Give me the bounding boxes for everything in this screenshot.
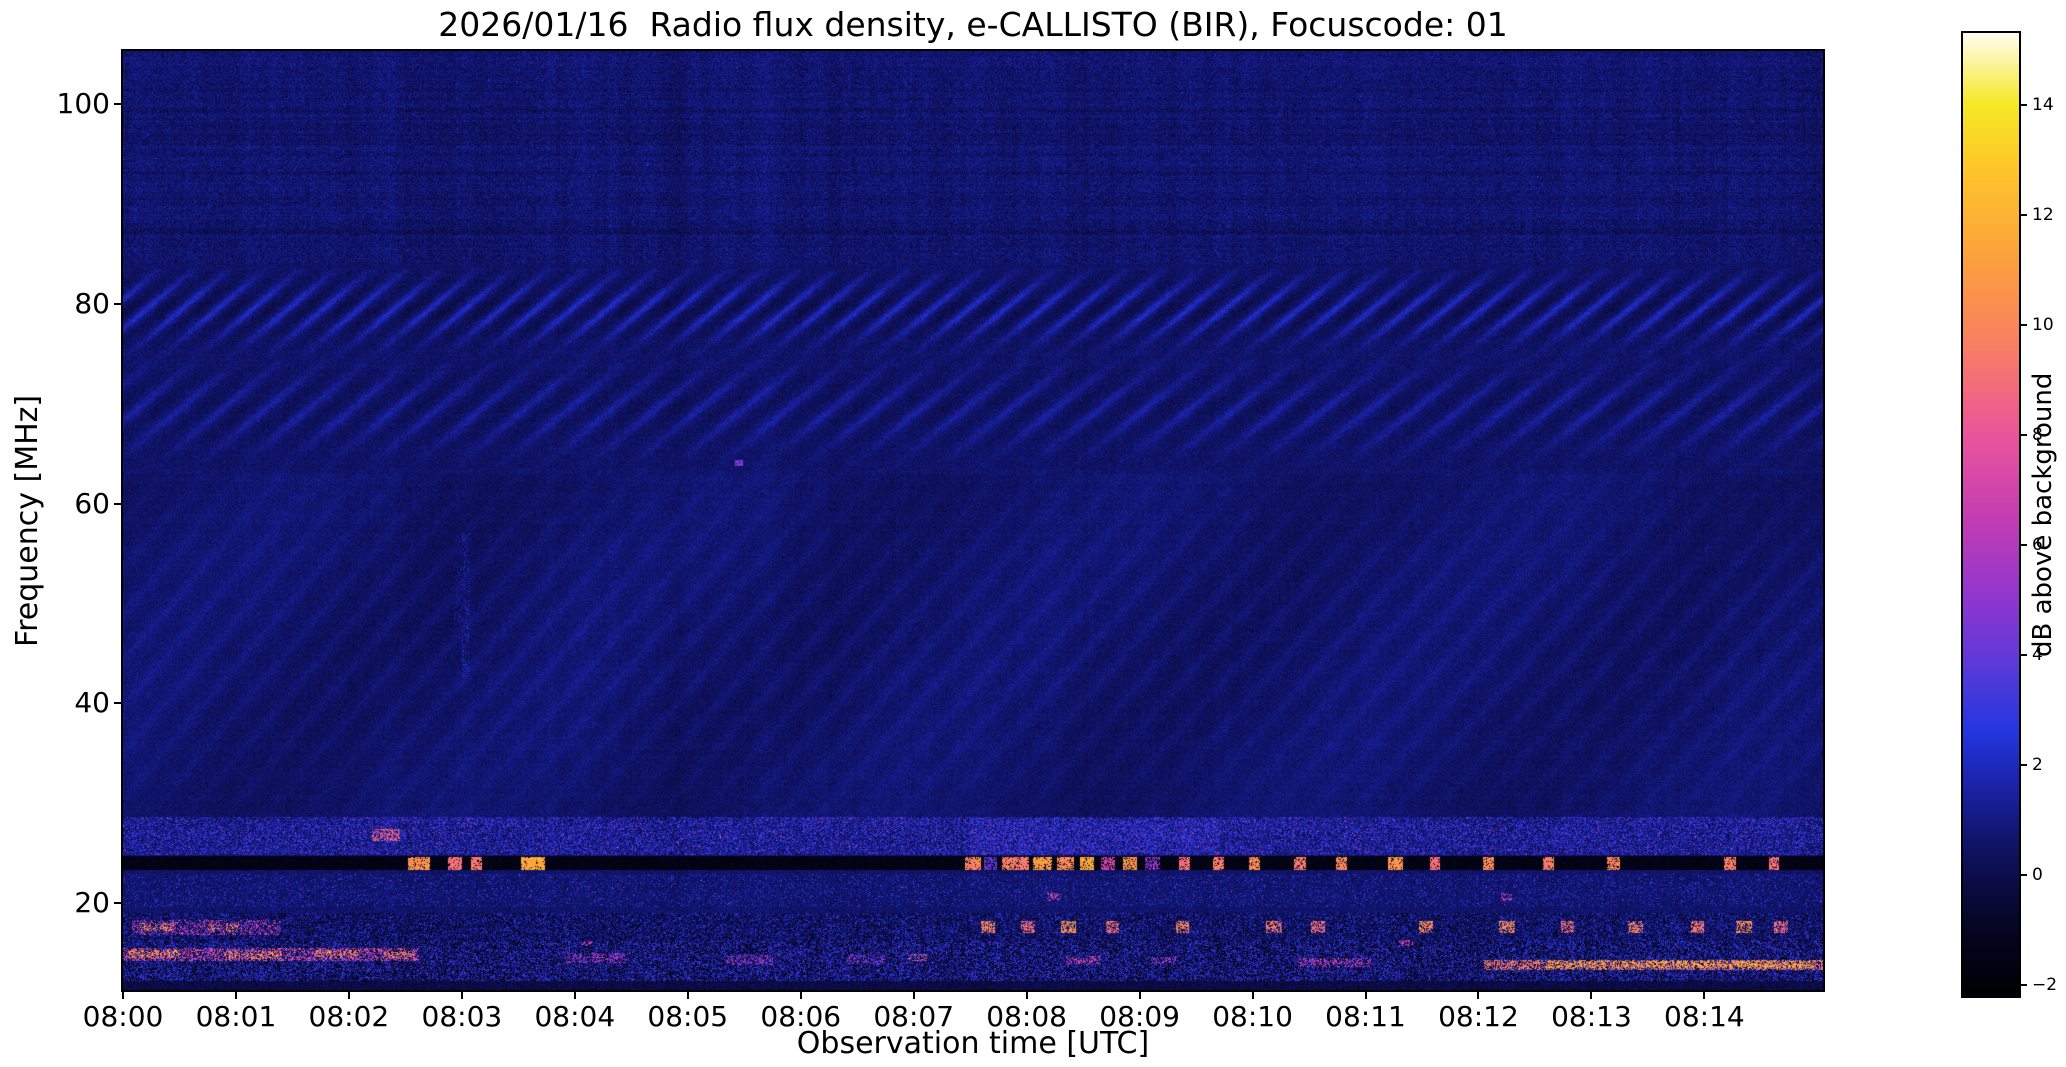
x-axis-label: Observation time [UTC]: [796, 1026, 1150, 1061]
x-tick-mark: [234, 990, 237, 999]
x-tick-label: 08:08: [986, 1000, 1067, 1033]
x-tick-label: 08:00: [82, 1000, 164, 1033]
x-tick-label: 08:14: [1664, 1000, 1745, 1033]
spectrogram-canvas: [123, 51, 1823, 990]
colorbar-tick-mark: [2019, 653, 2027, 656]
x-tick-label: 08:03: [421, 1000, 503, 1033]
x-tick-mark: [1138, 990, 1141, 999]
colorbar-tick-mark: [2019, 323, 2027, 326]
y-tick-mark: [114, 902, 123, 905]
x-tick-mark: [912, 990, 915, 999]
y-tick-label: 40: [74, 686, 110, 720]
x-tick-mark: [1477, 990, 1480, 999]
x-tick-label: 08:05: [647, 1000, 729, 1033]
x-tick-mark: [1590, 990, 1593, 999]
x-tick-mark: [686, 990, 689, 999]
colorbar-tick-mark: [2019, 433, 2027, 436]
x-tick-mark: [460, 990, 463, 999]
x-tick-label: 08:06: [760, 1000, 842, 1033]
x-tick-label: 08:10: [1212, 1000, 1293, 1033]
x-tick-mark: [1251, 990, 1254, 999]
x-tick-mark: [1703, 990, 1706, 999]
colorbar-tick-label: 4: [2032, 644, 2043, 665]
colorbar-tick-label: 2: [2032, 754, 2043, 775]
y-tick-mark: [114, 302, 123, 305]
y-tick-label: 20: [74, 886, 110, 920]
x-tick-label: 08:04: [534, 1000, 616, 1033]
x-tick-label: 08:02: [308, 1000, 390, 1033]
colorbar-tick-mark: [2019, 763, 2027, 766]
colorbar-canvas: [1963, 33, 2019, 996]
y-tick-mark: [114, 502, 123, 505]
x-tick-mark: [122, 990, 124, 999]
x-tick-label: 08:13: [1551, 1000, 1632, 1033]
colorbar-tick-mark: [2019, 103, 2027, 106]
x-tick-label: 08:11: [1325, 1000, 1406, 1033]
plot-frame: [121, 49, 1825, 992]
y-tick-mark: [114, 102, 123, 105]
colorbar-tick-label: 0: [2032, 864, 2043, 885]
colorbar-tick-label: 10: [2032, 314, 2054, 335]
x-tick-mark: [347, 990, 350, 999]
colorbar-tick-label: −2: [2032, 974, 2058, 995]
y-tick-label: 80: [74, 286, 110, 320]
colorbar-tick-mark: [2019, 873, 2027, 876]
colorbar-frame: [1961, 31, 2021, 998]
colorbar-tick-mark: [2019, 213, 2027, 216]
colorbar-tick-label: 6: [2032, 534, 2043, 555]
x-tick-mark: [1025, 990, 1028, 999]
chart-title: 2026/01/16 Radio flux density, e-CALLIST…: [438, 5, 1508, 44]
colorbar-label: dB above background: [2028, 372, 2058, 657]
x-tick-label: 08:09: [1099, 1000, 1180, 1033]
colorbar-tick-label: 8: [2032, 424, 2043, 445]
x-tick-mark: [1364, 990, 1367, 999]
y-tick-label: 60: [74, 486, 110, 520]
colorbar-tick-label: 12: [2032, 204, 2054, 225]
x-tick-mark: [573, 990, 576, 999]
y-tick-label: 100: [56, 86, 110, 120]
x-tick-mark: [799, 990, 802, 999]
x-tick-label: 08:12: [1438, 1000, 1519, 1033]
colorbar-tick-mark: [2019, 983, 2027, 986]
y-tick-mark: [114, 702, 123, 705]
colorbar-tick-mark: [2019, 543, 2027, 546]
colorbar-tick-label: 14: [2032, 94, 2054, 115]
x-tick-label: 08:01: [195, 1000, 277, 1033]
x-tick-label: 08:07: [873, 1000, 955, 1033]
